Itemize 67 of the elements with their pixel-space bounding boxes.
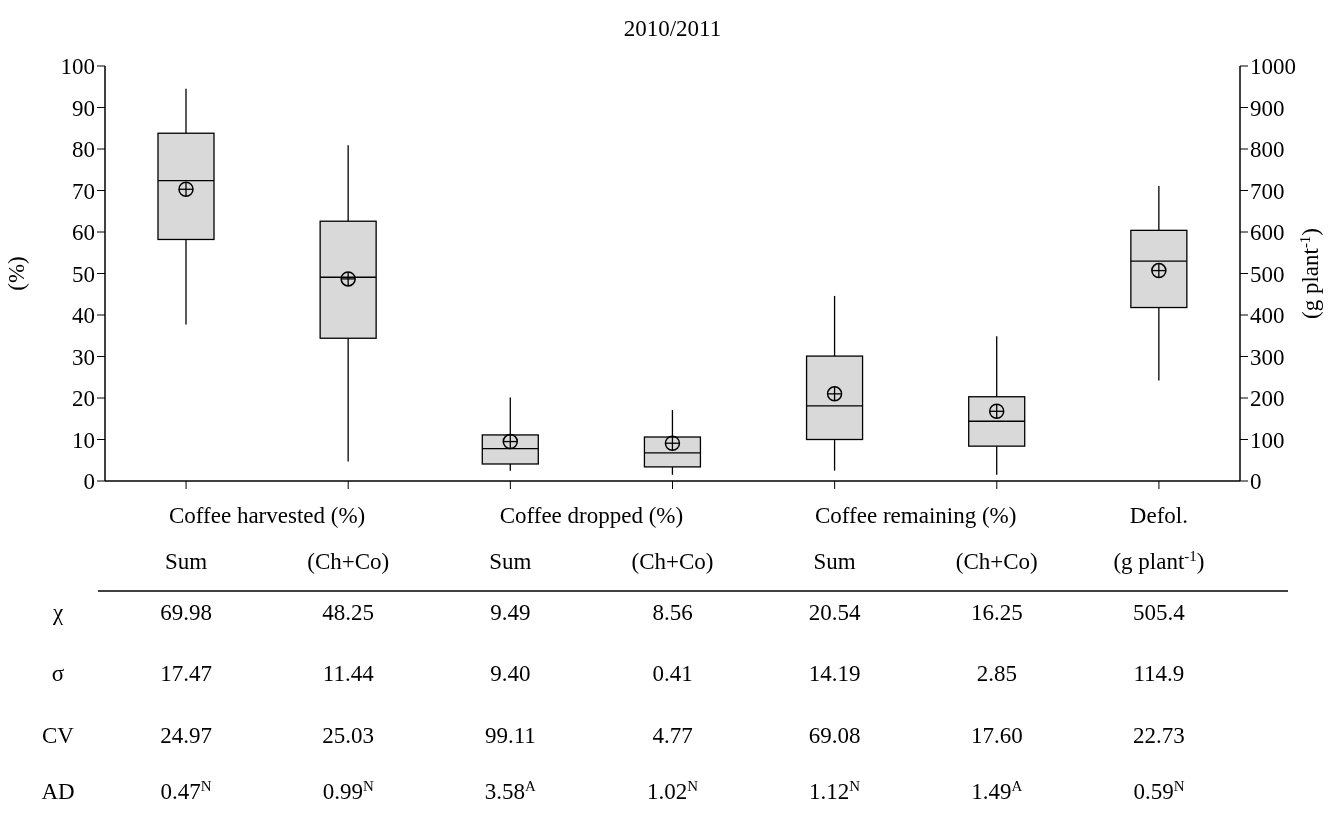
x-tick-label: Sum: [164, 549, 208, 574]
x-tick-label: Sum: [489, 549, 532, 574]
text: 1.12$^{N}$: [809, 778, 861, 804]
text: 114.9: [1133, 661, 1185, 686]
y2-tick-label: 700: [1250, 178, 1285, 204]
chart-title: 2010/2011: [623, 16, 722, 41]
text: Coffee harvested (%): [169, 503, 366, 528]
text: AD: [41, 779, 75, 804]
text: 24.97: [160, 723, 212, 748]
text: 14.19: [808, 661, 861, 686]
text: 1.02$^{N}$: [646, 778, 699, 804]
text: 0.59$^{N}$: [1133, 778, 1185, 804]
text: 20.54: [808, 600, 862, 625]
y2-tick-label: 200: [1250, 386, 1285, 412]
text: 2.85: [976, 661, 1017, 686]
y2-tick-label: 800: [1250, 137, 1285, 163]
text: 17.47: [160, 661, 212, 686]
text: 69.08: [808, 723, 861, 748]
y2-tick-label: 0: [1250, 469, 1262, 495]
y-axis-title: (%): [4, 256, 29, 291]
x-tick-label: (Ch+Co): [631, 549, 714, 574]
x-tick-label: Sum: [813, 549, 856, 574]
text: 16.25: [970, 600, 1023, 625]
text: 11.44: [322, 661, 375, 686]
x-tick-label: (Ch+Co): [955, 549, 1038, 574]
text: 48.25: [322, 600, 375, 625]
y-tick-label: 50: [72, 261, 95, 287]
text: 25.03: [322, 723, 375, 748]
text: 4.77: [652, 723, 693, 748]
y-tick-label: 10: [72, 427, 95, 453]
y-tick-label: 100: [60, 54, 95, 80]
text: 22.73: [1133, 723, 1185, 748]
text: 69.98: [160, 600, 212, 625]
text: 0.99$^{N}$: [322, 778, 374, 804]
text: Coffee dropped (%): [499, 503, 684, 528]
text: Coffee remaining (%): [815, 503, 1017, 528]
text: 0.41: [652, 661, 693, 686]
text: CV: [42, 723, 75, 748]
text: σ: [51, 661, 65, 686]
y-tick-label: 40: [72, 303, 95, 329]
y-tick-label: 0: [83, 469, 95, 495]
y2-tick-label: 100: [1250, 427, 1285, 453]
y2-tick-label: 900: [1250, 95, 1285, 121]
x-tick-label: (g plant$^{-1}$): [1113, 548, 1205, 574]
y2-tick-label: 400: [1250, 303, 1285, 329]
text: 3.58$^{A}$: [484, 778, 537, 804]
y-tick-label: 70: [72, 178, 95, 204]
y2-tick-label: 300: [1250, 344, 1285, 370]
text: Defol.: [1129, 503, 1188, 528]
text: 8.56: [652, 600, 693, 625]
text: 0.47$^{N}$: [160, 778, 212, 804]
y-tick-label: 60: [72, 220, 95, 246]
y2-tick-label: 500: [1250, 261, 1285, 287]
y-tick-label: 90: [72, 95, 95, 121]
text: χ: [51, 600, 64, 625]
y-tick-label: 20: [72, 386, 95, 412]
text: 9.49: [490, 600, 531, 625]
y2-tick-label: 1000: [1250, 54, 1296, 80]
y-tick-label: 80: [72, 137, 95, 163]
text: 17.60: [970, 723, 1023, 748]
text: 9.40: [490, 661, 531, 686]
y-tick-label: 30: [72, 344, 95, 370]
text: 99.11: [484, 723, 536, 748]
x-tick-label: (Ch+Co): [307, 549, 390, 574]
y2-tick-label: 600: [1250, 220, 1285, 246]
text: 1.49$^{A}$: [971, 778, 1023, 804]
text: 505.4: [1133, 600, 1186, 625]
